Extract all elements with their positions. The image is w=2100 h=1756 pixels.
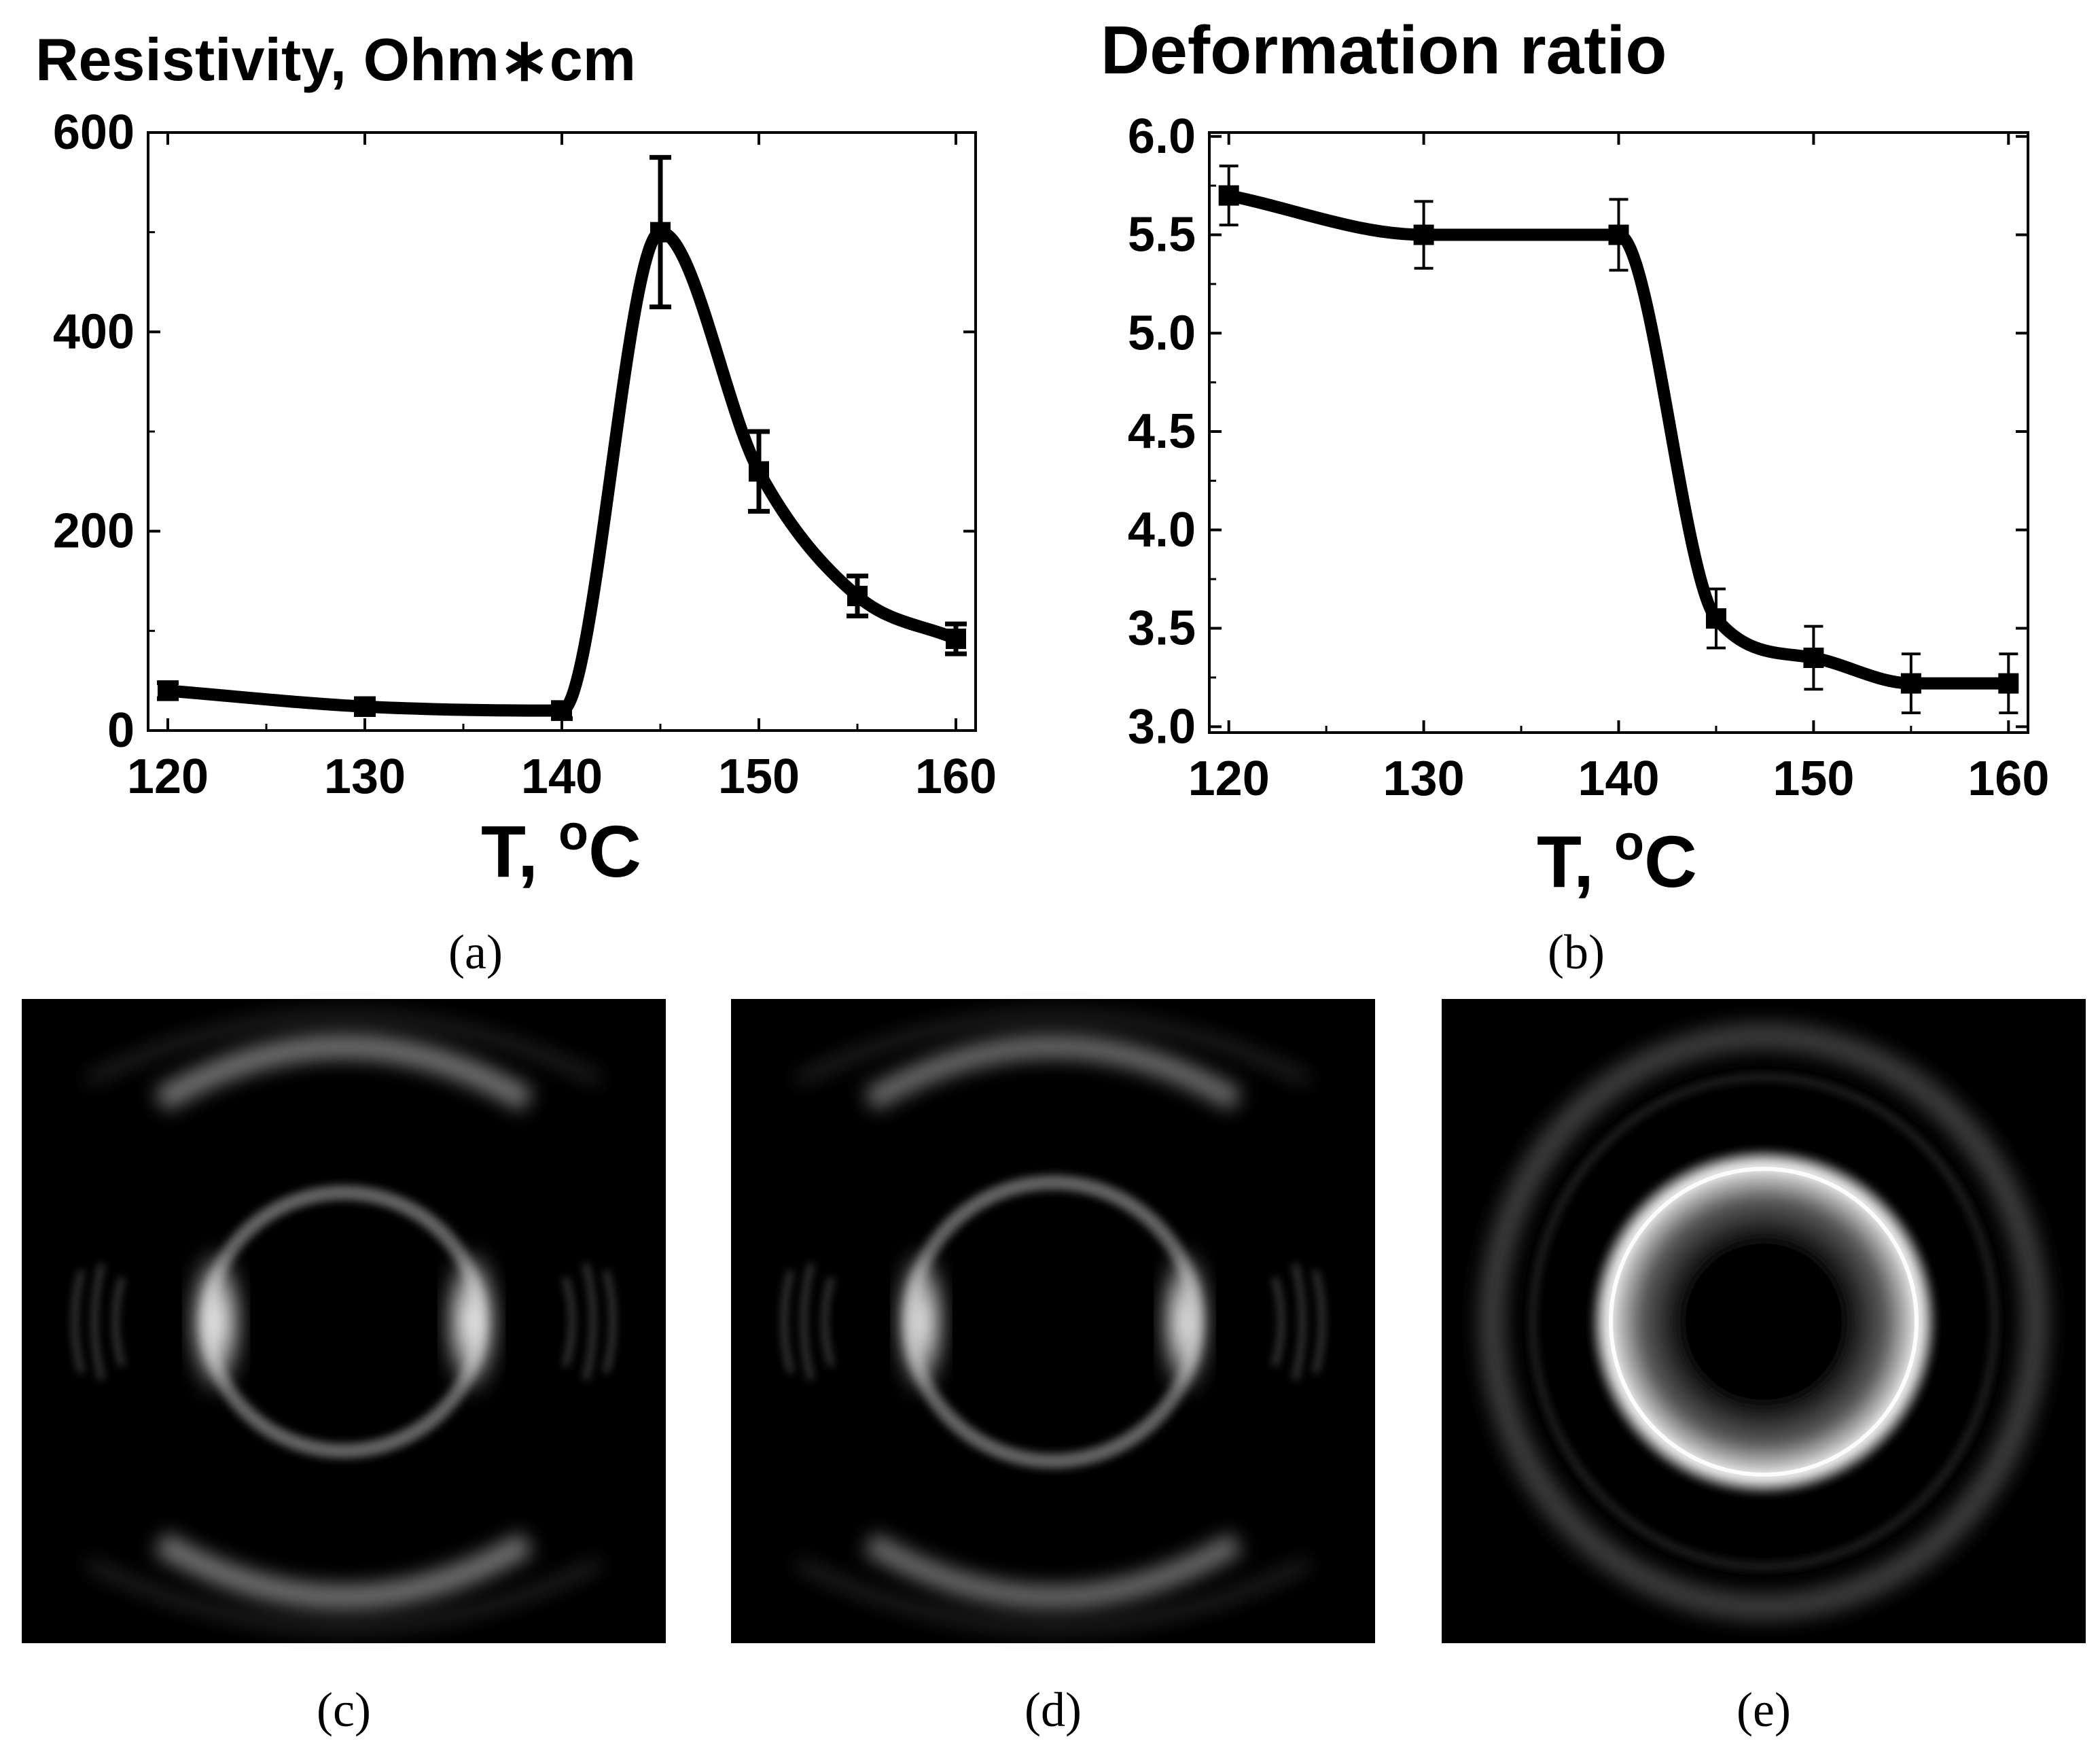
chart-b-data-point [1413,224,1434,245]
chart-b-xtick-label: 120 [1188,752,1270,806]
chart-a-error-bars [157,155,967,721]
pattern-c-image [22,999,666,1643]
panel-b: Deformation ratio 120 130 140 150 160 3.0 3.5 4… [1101,12,2049,979]
chart-b-data-point [1803,647,1824,668]
caption-b: (b) [1548,925,1605,979]
pattern-c: (c) [22,999,666,1737]
chart-a-xtick-label: 140 [521,750,603,804]
chart-b-data-point [1900,673,1921,694]
chart-a-ticks: 120 130 140 150 160 0 200 400 600 [53,105,997,804]
chart-b-ticks: 120 130 140 150 160 3.0 3.5 4.0 4.5 5.0 5.5 6.0 [1128,109,2049,806]
chart-a-ytick-label: 200 [53,504,135,559]
chart-b-data-point [1705,608,1726,629]
chart-a-xtick-label: 120 [127,750,209,804]
chart-b-data-point [1998,673,2019,694]
chart-b-xtick-label: 150 [1773,752,1854,806]
chart-b-xlabel-degree: o [1614,816,1644,871]
chart-a-xlabel: T, oC [481,806,641,892]
chart-b-ytick-label: 4.0 [1128,503,1196,557]
chart-b-title: Deformation ratio [1101,12,1667,88]
chart-a-points [158,222,966,721]
panel-a: Resistivity, Ohm∗cm 120 130 140 150 160 0 200 4… [35,26,997,979]
chart-a-xlabel-main: T, [481,810,558,892]
chart-a-series-line [162,226,962,717]
chart-a-data-point [650,222,671,243]
chart-b-xlabel-unit: C [1644,820,1697,902]
chart-b-points [1218,185,2019,694]
chart-a-data-point [847,586,868,606]
pattern-e: (e) [1442,999,2086,1737]
chart-b-data-point [1218,185,1239,206]
chart-b-error-bars [1219,164,2018,715]
chart-a-xtick-label: 130 [324,750,406,804]
chart-a-ytick-label: 400 [53,304,135,359]
chart-b-ytick-label: 3.0 [1128,699,1196,754]
chart-a-data-point [946,629,966,650]
chart-a-ytick-label: 600 [53,105,135,160]
chart-a-title: Resistivity, Ohm∗cm [35,26,636,93]
pattern-d: (d) [731,999,1375,1737]
caption-d: (d) [1025,1683,1082,1737]
chart-b-xlabel: T, oC [1537,816,1697,902]
chart-b-ytick-label: 4.5 [1128,404,1196,459]
chart-b-ytick-label: 5.5 [1128,208,1196,262]
chart-a-xlabel-unit: C [588,810,641,892]
chart-b-ytick-label: 3.5 [1128,601,1196,656]
chart-b-xtick-label: 160 [1968,752,2049,806]
chart-a-data-point [749,461,769,482]
pattern-d-image [731,999,1375,1643]
chart-b-xtick-label: 140 [1578,752,1659,806]
caption-a: (a) [448,925,503,979]
chart-a-xtick-label: 150 [718,750,800,804]
caption-c: (c) [317,1683,371,1737]
chart-b-data-point [1608,224,1629,245]
chart-a-ytick-label: 0 [107,703,135,758]
chart-b-ytick-label: 5.0 [1128,306,1196,360]
chart-a-frame [147,131,977,732]
caption-e: (e) [1737,1683,1791,1737]
chart-b-ytick-label: 6.0 [1128,109,1196,164]
chart-a-data-point [158,680,178,701]
chart-b-xlabel-main: T, [1537,820,1614,902]
chart-b-xtick-label: 130 [1383,752,1465,806]
chart-a-xtick-label: 160 [915,750,997,804]
chart-a-data-point [355,696,375,717]
chart-a-xlabel-degree: o [558,806,588,860]
chart-a-data-point [552,700,572,721]
